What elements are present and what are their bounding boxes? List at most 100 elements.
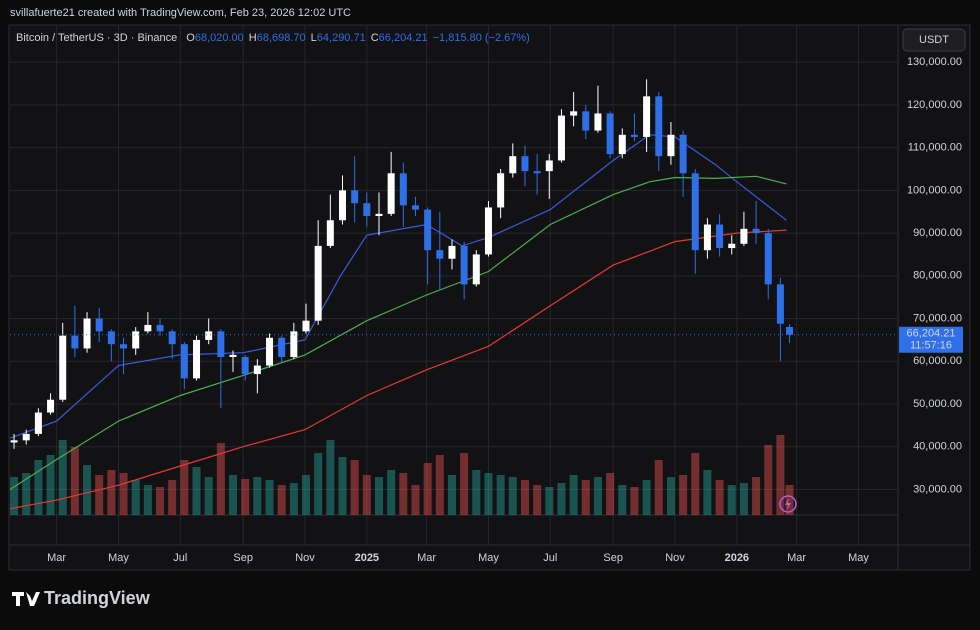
y-tick-label: 40,000.00 (913, 441, 962, 453)
currency[interactable]: USDT (919, 34, 949, 46)
x-tick-label: Sep (603, 552, 623, 564)
candle-body (667, 134, 675, 157)
y-tick-label: 110,000.00 (908, 142, 962, 154)
candle-body (776, 284, 784, 324)
candle-body (630, 134, 638, 137)
candle-body (570, 111, 578, 116)
alert-bolt (785, 498, 791, 510)
y-tick-label: 80,000.00 (913, 270, 962, 282)
volume-bar (411, 485, 420, 515)
volume-bar (666, 477, 675, 515)
candle-body (497, 173, 505, 208)
brand: TradingView (44, 588, 151, 608)
ohlc-key: L (311, 32, 317, 44)
candle-body (266, 337, 274, 366)
volume-bar (338, 457, 347, 515)
currency-button[interactable] (902, 28, 966, 52)
candle-body (302, 320, 310, 332)
volume-bar (192, 467, 201, 515)
candle-body (582, 111, 590, 131)
alert-icon[interactable] (779, 495, 797, 513)
volume-bar (83, 465, 92, 515)
volume-bar (374, 477, 383, 515)
change: −1,815.80 (−2.67%) (433, 32, 530, 44)
candle-body (424, 209, 432, 251)
candle-body (764, 233, 772, 285)
candle-body (375, 213, 383, 216)
volume-bar (642, 480, 651, 515)
volume-bar (715, 480, 724, 515)
volume-bar (520, 480, 529, 515)
volume-bar (654, 460, 663, 515)
volume-bar (691, 453, 700, 515)
x-tick-label: May (108, 552, 129, 564)
candle-body (22, 433, 30, 441)
volume-bar (679, 475, 688, 515)
volume-bar (727, 485, 736, 515)
x-tick-label: Jul (173, 552, 187, 564)
volume-bar (58, 440, 67, 515)
y-tick-label: 120,000.00 (907, 99, 962, 111)
volume-bar (387, 470, 396, 515)
last-price-box (899, 326, 963, 353)
candle-body (180, 344, 188, 379)
candle-body (278, 337, 286, 357)
volume-bar (362, 475, 371, 515)
candle-body (241, 356, 249, 375)
candle-body (34, 412, 42, 434)
legend: Bitcoin / TetherUS · 3D · Binance O68,02… (16, 32, 530, 44)
volume-bar (533, 485, 542, 515)
candle-body (290, 331, 298, 357)
x-tick-label: Nov (295, 552, 315, 564)
x-tick-label: May (478, 552, 499, 564)
volume-bar (484, 473, 493, 515)
credit: svillafuerte21 created with TradingView.… (10, 7, 351, 19)
candle-body (716, 224, 724, 249)
candle-body (557, 115, 565, 161)
volume-bar (460, 453, 469, 515)
candle-body (752, 228, 760, 234)
candle-body (460, 245, 468, 285)
candle-body (728, 243, 736, 249)
volume-bar (302, 475, 310, 515)
volume-bar (785, 485, 794, 515)
ohlc-value: 64,290.71 (317, 32, 366, 44)
volume-bar (399, 473, 408, 515)
candle-body (786, 327, 794, 335)
candle-body (253, 365, 261, 375)
volume-bar (22, 473, 31, 515)
candle-body (338, 190, 346, 221)
ohlc-value: 66,204.21 (379, 32, 428, 44)
candle-body (691, 173, 699, 251)
ohlc-value: 68,020.00 (195, 32, 244, 44)
candle-body (326, 220, 334, 246)
volume-bar (229, 475, 238, 515)
volume-bar (277, 485, 286, 515)
volume-bar (630, 487, 639, 515)
volume-bar (265, 480, 274, 515)
volume-bar (776, 435, 785, 515)
volume-bar (314, 453, 323, 515)
volume-bar (180, 460, 189, 515)
candle-body (107, 331, 115, 345)
volume-bar (143, 485, 152, 515)
candles (10, 79, 794, 449)
last-price-label: 66,204.21 (907, 328, 956, 340)
candle-body (205, 331, 213, 340)
volume-bar (46, 455, 55, 515)
moving-average (9, 229, 787, 510)
volume-bar (703, 470, 712, 515)
volume-bar (253, 477, 262, 515)
candle-body (618, 134, 626, 155)
chart-frame (8, 24, 971, 571)
volume-bar (70, 447, 79, 515)
candle-body (740, 228, 748, 244)
volume-bar (569, 475, 578, 515)
countdown: 11:57:16 (910, 340, 952, 352)
ohlc-key: C (371, 32, 379, 44)
volume-bar (350, 460, 359, 515)
candle-body (387, 173, 395, 214)
candle-body (606, 113, 614, 155)
candle-body (314, 245, 322, 321)
